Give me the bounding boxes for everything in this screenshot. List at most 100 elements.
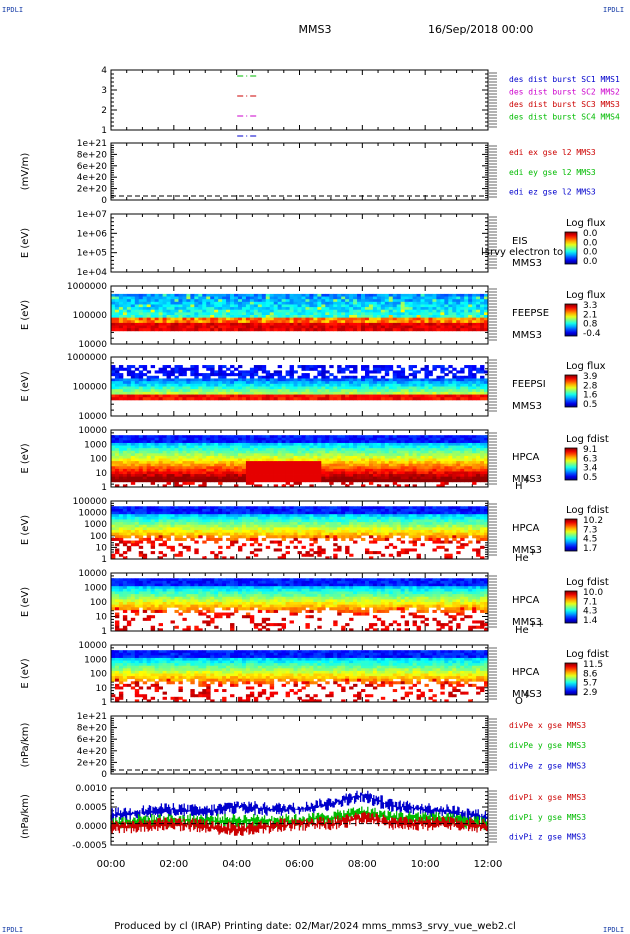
y-axis-label: (nPa/km)	[20, 723, 31, 768]
species-label: O	[515, 696, 523, 707]
legend-entry: divPi x gse MMS3	[509, 793, 586, 802]
species-charge: +	[523, 476, 531, 486]
spacecraft-label: MMS3	[512, 401, 542, 412]
panel-feepsi: 1000000 100000 10000 E (eV) FEEPSI MMS3 Log fl…	[20, 353, 606, 422]
instrument-label: HPCA	[512, 452, 540, 463]
species-label: He	[515, 553, 529, 564]
legend-entry: divPi z gse MMS3	[509, 833, 586, 842]
colorbar-tick-label: 8.6	[583, 669, 598, 679]
colorbar-tick-label: 0.0	[583, 229, 598, 239]
y-tick-label: 100000	[73, 497, 108, 507]
y-tick-label: 4e+20	[77, 173, 108, 183]
species-charge: +	[523, 691, 531, 701]
y-tick-label: 6e+20	[77, 735, 108, 745]
y-tick-label: 0.0005	[76, 803, 108, 813]
colorbar-tick-label: 4.3	[583, 607, 597, 617]
y-tick-label: 2e+20	[77, 185, 108, 195]
colorbar	[564, 303, 578, 337]
corner-label-bottom-left: IPDLI	[2, 926, 24, 934]
colorbar-tick-label: 1.7	[583, 544, 597, 554]
y-tick-label: 100	[90, 455, 107, 465]
colorbar-tick-label: 2.1	[583, 310, 597, 320]
legend-entry: edi ez gse l2 MMS3	[509, 188, 596, 197]
colorbar-title: Log fdist	[566, 577, 609, 588]
corner-label-top-left: IPDLI	[2, 6, 24, 14]
y-tick-label: 1000	[84, 655, 107, 665]
y-tick-label: 1	[101, 555, 107, 565]
colorbar-tick-label: 0.0	[583, 248, 598, 258]
y-axis-label: E (eV)	[20, 443, 31, 473]
y-tick-label: 100000	[73, 311, 108, 321]
y-axis-label: E (eV)	[20, 587, 31, 617]
colorbar	[564, 374, 578, 408]
colorbar-tick-label: 2.9	[583, 688, 598, 698]
y-tick-label: 10	[96, 543, 108, 553]
legend-entry: edi ey gse l2 MMS3	[509, 168, 596, 177]
legend-entry: des dist burst SC3 MMS3	[509, 100, 620, 109]
y-tick-label: 1000	[84, 520, 107, 530]
y-tick-label: 10000	[78, 509, 107, 519]
y-tick-label: 10	[96, 469, 108, 479]
colorbar-tick-label: 0.0	[583, 238, 598, 248]
colorbar-title: Log fdist	[566, 434, 609, 445]
spacecraft-label: MMS3	[512, 689, 542, 700]
colorbar-title: Log fdist	[566, 505, 609, 516]
heatmap-cells	[111, 650, 489, 703]
y-tick-label: 0	[101, 770, 107, 780]
colorbar-tick-label: 11.5	[583, 660, 603, 670]
colorbar-tick-label: 3.3	[583, 301, 597, 311]
y-tick-label: 1e+21	[77, 712, 107, 722]
legend-entry: des dist burst SC2 MMS2	[509, 87, 620, 96]
heatmap-cells	[111, 293, 489, 332]
heatmap-cells	[111, 578, 489, 632]
colorbar	[564, 590, 578, 624]
colorbar-tick-label: 2.8	[583, 381, 598, 391]
y-tick-label: 100	[90, 670, 107, 680]
instrument-label: HPCA	[512, 667, 540, 678]
x-tick-label: 02:00	[159, 859, 188, 870]
colorbar	[564, 447, 578, 481]
y-axis-label: (nPa/km)	[20, 794, 31, 839]
panel-frame	[110, 715, 489, 775]
colorbar-tick-label: 0.8	[583, 320, 598, 330]
colorbar-title: Log flux	[566, 290, 606, 301]
colorbar-tick-label: -0.4	[583, 329, 601, 339]
colorbar-tick-label: 1.4	[583, 616, 598, 626]
y-tick-label: 1	[101, 698, 107, 708]
y-tick-label: 1000000	[67, 353, 107, 363]
y-tick-label: 10	[96, 613, 108, 623]
spacecraft-label: MMS3	[512, 258, 542, 269]
y-tick-label: 4	[101, 66, 107, 76]
species-charge: ++	[529, 620, 544, 630]
panel-frame	[110, 142, 489, 201]
x-tick-label: 06:00	[285, 859, 314, 870]
overlay-text: l srvy electron to	[481, 247, 563, 258]
legend-entry: des dist burst SC1 MMS1	[509, 75, 620, 84]
y-tick-label: 2e+20	[77, 758, 108, 768]
y-tick-label: 6e+20	[77, 162, 108, 172]
panel-divpi: 0.0010 0.0005 0.0000 -0.0005 (nPa/km) divPi x…	[20, 784, 586, 870]
y-tick-label: 2	[101, 106, 107, 116]
y-tick-label: 10000	[78, 340, 107, 350]
y-axis-label: (mV/m)	[20, 153, 31, 191]
heatmap-cells	[111, 506, 489, 560]
y-tick-label: 1	[101, 627, 107, 637]
colorbar	[564, 662, 578, 696]
colorbar-tick-label: 0.0	[583, 257, 598, 267]
colorbar-tick-label: 3.9	[583, 372, 598, 382]
instrument-label: EIS	[512, 236, 528, 247]
corner-label-bottom-right: IPDLI	[603, 926, 625, 934]
panel-eis: 1e+07 1e+06 1e+05 1e+04 E (eV) EIS MMS3 Log flu…	[20, 210, 606, 278]
y-tick-label: 10000	[78, 641, 107, 651]
y-tick-label: 8e+20	[77, 724, 108, 734]
y-tick-label: 0	[101, 196, 107, 206]
spacecraft-label: MMS3	[512, 545, 542, 556]
y-tick-label: 0.0010	[76, 784, 108, 794]
panel-frame	[110, 213, 489, 273]
colorbar-tick-label: 9.1	[583, 445, 597, 455]
y-tick-label: 1e+04	[77, 268, 108, 278]
